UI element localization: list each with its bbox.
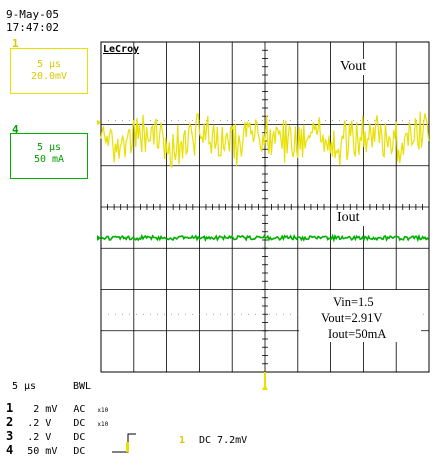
channel-1-box[interactable]: 5 µs 20.0mV: [10, 48, 88, 94]
channel-row-1[interactable]: 1 2 mV AC x10: [6, 401, 109, 415]
ch1-scale: 20.0mV: [30, 71, 68, 82]
trigger-icon: [112, 433, 136, 453]
channel-4-box[interactable]: 5 µs 50 mA: [10, 133, 88, 179]
trigger-text: DC 7.2mV: [199, 435, 248, 446]
ch1-timebase: 5 µs: [36, 59, 62, 70]
conditions-box: [299, 290, 421, 342]
ch1-marker: 1: [12, 37, 19, 50]
trace-iout: [100, 233, 430, 243]
brand-logo: LeCroy: [103, 44, 140, 55]
trigger-channel: 1: [179, 435, 186, 446]
iout-label: Iout: [333, 210, 364, 226]
timestamp: 9-May-05 17:47:02: [6, 8, 59, 34]
ch4-level-marker: [97, 234, 101, 241]
vout-label: Vout: [336, 59, 371, 75]
footer-timebase: 5 µs: [12, 381, 37, 392]
condition-vin: Vin=1.5: [333, 295, 374, 309]
ch4-marker: 4: [12, 123, 19, 136]
channel-row-4[interactable]: 4 50 mV DC: [6, 443, 86, 457]
footer-bwl: BWL: [73, 381, 92, 392]
channel-row-3[interactable]: 3 .2 V DC: [6, 429, 86, 443]
ch1-level-marker: [97, 119, 101, 126]
trace-vout: [100, 111, 430, 169]
trigger-position-arrow: [262, 384, 268, 390]
ch4-timebase: 5 µs: [36, 142, 62, 153]
time-text: 17:47:02: [6, 21, 59, 34]
ch4-scale: 50 mA: [33, 154, 65, 165]
condition-iout: Iout=50mA: [328, 327, 387, 341]
graticule: [100, 41, 430, 373]
edge-markers: [97, 119, 268, 390]
date-text: 9-May-05: [6, 8, 59, 21]
channel-row-2[interactable]: 2 .2 V DC x10: [6, 415, 109, 429]
condition-vout: Vout=2.91V: [321, 311, 383, 325]
